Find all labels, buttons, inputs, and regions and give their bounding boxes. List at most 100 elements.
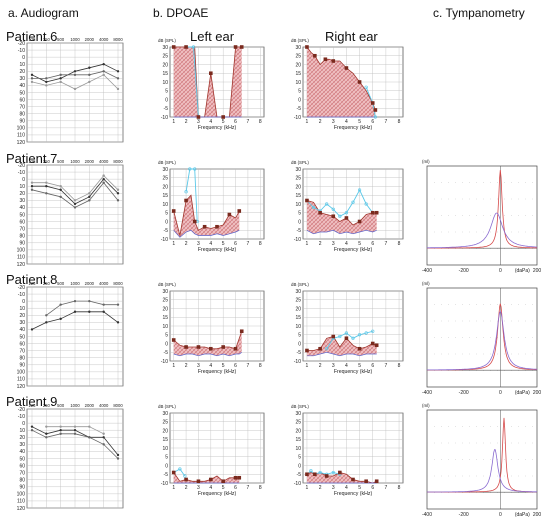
dpoae-y-tick: 20 — [162, 428, 168, 434]
dpoae-y-tick: 20 — [295, 62, 301, 68]
audiogram-y-tick: 70 — [19, 104, 25, 110]
dpoae-marker — [313, 472, 317, 477]
audiogram-x-tick: 4000 — [99, 37, 109, 42]
audiogram-x-tick: 250 — [43, 403, 51, 408]
dpoae-marker — [357, 219, 362, 224]
tympanometry-curve — [427, 169, 537, 249]
audiogram-y-tick: 70 — [19, 348, 25, 354]
dpoae-x-tick: 5 — [222, 485, 225, 491]
audiogram-point — [73, 310, 77, 313]
audiogram-point — [45, 185, 48, 188]
dpoae-marker — [227, 212, 232, 217]
dpoae-y-unit: dB (SPL) — [291, 404, 309, 409]
tympanometry-x-tick: -400 — [422, 268, 432, 274]
dpoae-cyan-point — [188, 167, 192, 171]
audiogram-point — [45, 432, 48, 435]
dpoae-x-tick: 1 — [172, 241, 175, 247]
audiogram-point — [116, 321, 120, 324]
dpoae-y-tick: 10 — [295, 446, 301, 452]
dpoae-x-tick: 2 — [185, 363, 188, 369]
audiogram-point — [59, 80, 62, 84]
dpoae-y-tick: -5 — [164, 228, 169, 234]
dpoae-marker — [209, 346, 213, 351]
dpoae-marker — [305, 348, 309, 353]
audiogram-x-tick: 8000 — [113, 159, 123, 164]
dpoae-y-tick: -5 — [297, 106, 302, 112]
audiogram-point — [116, 199, 120, 202]
dpoae-x-tick: 5 — [358, 241, 361, 247]
dpoae-cyan-point — [183, 474, 187, 478]
dpoae-marker — [313, 53, 317, 58]
dpoae-y-tick: 20 — [162, 306, 168, 312]
dpoae-x-tick: 2 — [319, 119, 322, 125]
tympanometry-curve — [427, 212, 537, 249]
dpoae-x-tick: 5 — [222, 363, 225, 369]
tympanometry-curve — [427, 310, 538, 371]
dpoae-y-tick: 25 — [162, 420, 168, 426]
dpoae-x-tick: 7 — [247, 241, 250, 247]
dpoae-panel-right-patient-6: 30 25 20 15 10 5 0 -5 -10 1 2 3 4 5 6 7 8 Frequency (kHz)… — [291, 38, 404, 131]
dpoae-x-tick: 3 — [332, 363, 335, 369]
audiogram-y-tick: 110 — [17, 377, 25, 383]
dpoae-y-tick: 5 — [165, 455, 168, 461]
audiogram-y-tick: 0 — [22, 177, 25, 183]
dpoae-noise-line — [173, 229, 240, 238]
dpoae-x-tick: 6 — [234, 363, 237, 369]
dpoae-cyan-point — [318, 470, 322, 475]
audiogram-point — [102, 310, 105, 313]
dpoae-marker — [221, 479, 225, 484]
dpoae-cyan-point — [325, 202, 329, 206]
dpoae-cyan-point — [357, 188, 362, 192]
dpoae-x-tick: 5 — [358, 485, 361, 491]
dpoae-y-unit: dB (SPL) — [291, 282, 309, 287]
dpoae-x-tick: 6 — [371, 241, 374, 247]
audiogram-point — [88, 195, 91, 199]
dpoae-y-tick: 0 — [298, 463, 301, 469]
audiogram-point — [88, 80, 91, 84]
dpoae-x-tick: 6 — [371, 363, 374, 369]
dpoae-y-tick: 30 — [295, 289, 301, 295]
audiogram-point — [102, 177, 105, 181]
dpoae-marker — [344, 66, 349, 70]
dpoae-marker — [237, 475, 242, 480]
dpoae-panel-right-patient-9: 30 25 20 15 10 5 0 -5 -10 1 2 3 4 5 6 7 8 Frequency (kHz)… — [291, 404, 404, 497]
dpoae-x-tick: 4 — [209, 119, 212, 125]
dpoae-x-tick: 4 — [209, 485, 212, 491]
dpoae-noise-line — [173, 352, 242, 357]
audiogram-point — [30, 181, 34, 184]
dpoae-marker — [171, 470, 176, 475]
audiogram-y-tick: -20 — [18, 285, 25, 291]
audiogram-y-tick: 110 — [17, 255, 25, 261]
dpoae-y-tick: 0 — [165, 219, 168, 225]
audiogram-point — [73, 432, 77, 435]
dpoae-x-tick: 5 — [358, 119, 361, 125]
dpoae-marker — [184, 477, 188, 482]
dpoae-x-tick: 8 — [259, 363, 262, 369]
dpoae-x-tick: 6 — [371, 485, 374, 491]
audiogram-x-tick: 250 — [43, 159, 51, 164]
audiogram-point — [45, 314, 48, 317]
audiogram-y-tick: 100 — [17, 248, 26, 254]
audiogram-point — [88, 199, 91, 202]
dpoae-x-label: Frequency (kHz) — [198, 125, 237, 131]
dpoae-y-unit: dB (SPL) — [291, 160, 309, 165]
tympanometry-x-tick: -400 — [422, 512, 432, 518]
audiogram-y-tick: 60 — [19, 97, 25, 103]
ear-label-right: Right ear — [325, 29, 378, 44]
dpoae-y-tick: 15 — [162, 71, 168, 77]
audiogram-point — [59, 195, 62, 199]
audiogram-point — [45, 80, 48, 84]
audiogram-point — [59, 425, 62, 428]
dpoae-marker — [370, 210, 375, 215]
dpoae-x-tick: 1 — [306, 119, 309, 125]
audiogram-y-tick: 80 — [19, 478, 25, 484]
dpoae-panel-left-patient-7: 30 25 20 15 10 5 0 -5 -10 1 2 3 4 5 6 7 8 Frequency (kHz)… — [158, 160, 265, 253]
dpoae-y-tick: 20 — [295, 306, 301, 312]
audiogram-x-tick: 500 — [57, 403, 65, 408]
audiogram-point — [59, 429, 62, 432]
dpoae-x-tick: 8 — [398, 485, 401, 491]
audiogram-point — [73, 206, 77, 209]
dpoae-y-tick: 20 — [295, 428, 301, 434]
audiogram-y-tick: 0 — [22, 55, 25, 61]
